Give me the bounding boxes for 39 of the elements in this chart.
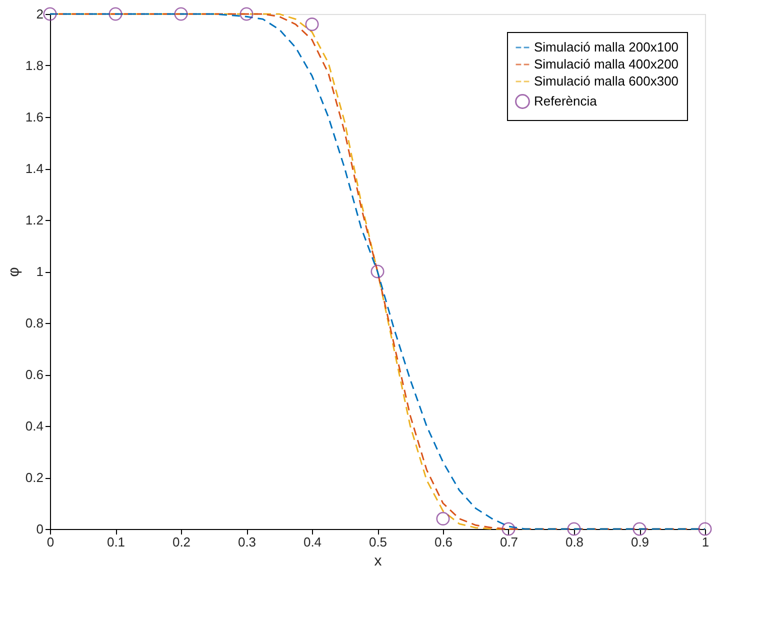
y-axis-title: φ <box>5 266 22 277</box>
x-tick-label: 0.3 <box>238 534 256 550</box>
y-tick-label: 0.4 <box>25 418 44 434</box>
x-tick-label: 1 <box>702 534 710 550</box>
x-tick-label: 0.4 <box>303 534 322 550</box>
point <box>567 522 581 536</box>
y-tick-label: 0.6 <box>25 367 44 382</box>
point <box>43 7 57 21</box>
x-tick-label: 0 <box>46 534 54 550</box>
point <box>174 7 188 21</box>
x-tick-label: 0.6 <box>434 534 453 550</box>
point <box>436 512 450 526</box>
x-tick-label: 0.9 <box>630 534 650 550</box>
y-tick-label: 1.8 <box>25 58 44 73</box>
legend-label: Referència <box>534 94 598 108</box>
point <box>502 522 516 536</box>
y-tick-label: 1.2 <box>25 212 44 228</box>
x-tick-label: 0.5 <box>368 534 388 550</box>
point <box>632 522 646 536</box>
x-tick-label: 0.7 <box>500 534 518 550</box>
y-tick-label: 1.4 <box>25 161 44 176</box>
y-tick-label: 1.6 <box>25 110 44 124</box>
legend-label: Simulació malla 200x100 <box>534 40 679 54</box>
x-tick-label: 0.8 <box>565 534 584 550</box>
x-tick-label: 0.1 <box>106 534 126 550</box>
point <box>370 264 384 278</box>
point <box>108 7 122 21</box>
legend-label: Simulació malla 600x300 <box>534 74 679 88</box>
x-tick-label: 0.2 <box>172 534 191 550</box>
y-tick-label: 0.8 <box>25 316 44 330</box>
y-tick-label: 2 <box>36 6 44 22</box>
point <box>698 522 712 536</box>
y-tick-label: 0.2 <box>25 470 44 485</box>
point <box>240 7 254 21</box>
legend-label: Simulació malla 400x200 <box>534 56 679 72</box>
point <box>305 18 319 32</box>
y-tick-label: 0 <box>36 522 44 536</box>
x-axis-title: x <box>374 552 382 570</box>
y-tick-label: 1 <box>36 264 44 279</box>
